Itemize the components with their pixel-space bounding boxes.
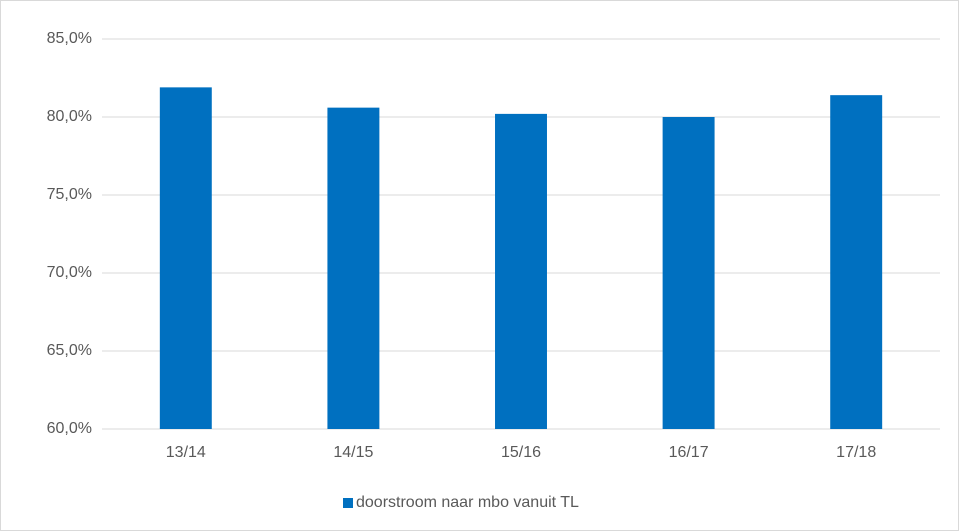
y-tick-label: 65,0% [47, 342, 92, 359]
y-tick-label: 80,0% [47, 108, 92, 125]
bar [495, 113, 547, 429]
x-tick-label: 17/18 [836, 444, 876, 461]
y-tick-label: 60,0% [47, 420, 92, 437]
y-tick-label: 70,0% [47, 264, 92, 281]
bar [327, 107, 380, 429]
y-tick-label: 75,0% [47, 186, 92, 203]
legend-label: doorstroom naar mbo vanuit TL [356, 494, 579, 511]
x-tick-label: 14/15 [333, 444, 373, 461]
y-tick-label: 85,0% [47, 30, 92, 47]
bar [662, 117, 715, 429]
legend-swatch [343, 498, 353, 508]
bar [830, 95, 883, 429]
x-tick-label: 16/17 [669, 444, 709, 461]
bar [159, 87, 212, 430]
x-tick-label: 13/14 [166, 444, 206, 461]
x-tick-label: 15/16 [501, 444, 541, 461]
